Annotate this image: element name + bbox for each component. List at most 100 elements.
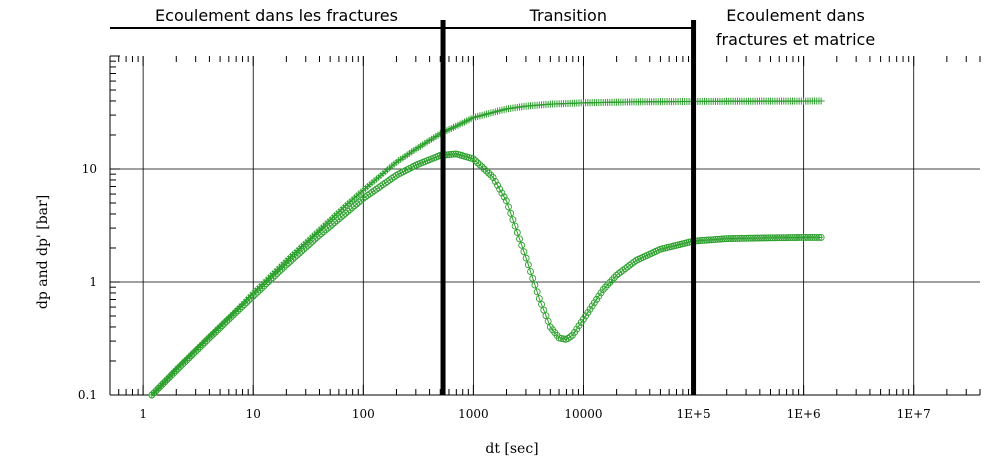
circle-point-154: [487, 171, 495, 179]
circle-point-57: [273, 269, 281, 277]
circle-point-34: [223, 317, 231, 325]
circle-point-289: [784, 234, 792, 242]
circle-point-8: [166, 373, 173, 381]
circle-point-161: [502, 197, 510, 205]
circle-point-285: [775, 234, 783, 242]
circle-point-213: [617, 268, 625, 276]
circle-point-170: [522, 254, 530, 262]
circle-point-176: [535, 295, 543, 302]
circle-point-56: [271, 271, 279, 279]
circle-point-41: [238, 303, 246, 311]
circle-point-160: [500, 193, 508, 201]
circle-point-63: [287, 257, 295, 265]
circle-point-35: [225, 315, 233, 323]
circle-point-293: [793, 234, 801, 241]
y-tick-label-0: 0.1: [78, 388, 97, 402]
circle-point-72: [306, 239, 314, 247]
circle-point-275: [753, 234, 761, 242]
circle-point-33: [221, 319, 228, 327]
circle-point-260: [720, 235, 728, 243]
circle-point-137: [450, 150, 457, 158]
circle-point-257: [714, 235, 722, 243]
circle-point-155: [489, 174, 497, 182]
circle-point-158: [496, 185, 504, 193]
region-label-0-0: Ecoulement dans les fractures: [155, 6, 398, 25]
circle-point-92: [350, 202, 358, 210]
circle-point-265: [731, 235, 739, 242]
circle-point-37: [229, 311, 237, 319]
y-tick-label-2: 10: [82, 162, 97, 176]
circle-point-297: [802, 233, 810, 241]
plus-point-304: [817, 97, 825, 105]
circle-point-258: [716, 235, 724, 243]
circle-point-2: [152, 387, 160, 395]
circle-point-177: [538, 300, 546, 308]
circle-point-272: [747, 234, 755, 242]
circle-point-76: [315, 231, 323, 239]
circle-point-207: [604, 281, 612, 289]
circle-point-208: [606, 279, 614, 286]
circle-point-65: [291, 253, 299, 261]
circle-point-166: [513, 229, 521, 236]
circle-point-14: [179, 360, 187, 368]
y-tick-labels: 0.1 1 10: [78, 162, 97, 402]
circle-point-269: [740, 234, 748, 242]
circle-point-295: [797, 234, 805, 241]
circle-point-276: [756, 234, 763, 242]
circle-point-277: [758, 234, 766, 242]
circle-point-28: [210, 330, 217, 338]
circle-point-69: [300, 245, 308, 253]
circle-point-39: [234, 307, 242, 315]
series-circle: [148, 150, 825, 399]
circle-point-77: [317, 230, 325, 237]
circle-point-261: [723, 235, 730, 243]
circle-point-43: [243, 298, 250, 306]
circle-point-0: [148, 391, 156, 399]
circle-point-210: [610, 274, 618, 282]
series-layer: [148, 97, 825, 399]
grid-layer: [110, 56, 980, 396]
circle-point-282: [769, 234, 777, 242]
circle-point-23: [199, 341, 206, 349]
x-tick-label-3: 1000: [458, 407, 489, 421]
circle-point-300: [808, 233, 816, 241]
circle-point-9: [168, 371, 176, 379]
circle-point-292: [791, 234, 799, 241]
circle-point-252: [703, 236, 711, 244]
circle-point-54: [267, 276, 275, 284]
circle-point-280: [764, 234, 772, 242]
circle-point-303: [815, 233, 823, 241]
circle-point-52: [262, 280, 270, 288]
circle-point-59: [278, 265, 286, 273]
circle-point-32: [218, 322, 226, 329]
x-tick-label-5: 1E+5: [677, 407, 711, 421]
circle-point-152: [483, 167, 490, 175]
circle-point-251: [701, 236, 708, 244]
circle-point-135: [445, 151, 453, 159]
x-tick-label-1: 10: [246, 407, 261, 421]
circle-point-136: [447, 150, 455, 158]
circle-point-1: [150, 389, 158, 397]
circle-point-42: [240, 301, 248, 308]
circle-point-174: [531, 281, 539, 289]
circle-point-146: [469, 155, 477, 163]
circle-point-67: [295, 249, 303, 257]
circle-point-250: [698, 237, 706, 244]
circle-point-87: [339, 211, 347, 219]
circle-point-12: [174, 365, 182, 372]
circle-point-27: [207, 332, 215, 340]
circle-point-205: [599, 286, 607, 294]
circle-point-73: [309, 237, 317, 245]
circle-point-58: [276, 267, 284, 275]
x-tick-labels: 1 10 100 1000 10000 1E+5 1E+6 1E+7: [139, 407, 930, 421]
circle-point-71: [304, 241, 312, 249]
circle-point-85: [335, 215, 343, 223]
circle-point-209: [608, 276, 616, 284]
circle-point-266: [734, 234, 741, 242]
circle-point-253: [705, 236, 713, 244]
circle-point-26: [205, 334, 213, 342]
circle-point-255: [709, 236, 717, 244]
circle-point-156: [491, 177, 499, 185]
circle-point-206: [601, 283, 609, 291]
